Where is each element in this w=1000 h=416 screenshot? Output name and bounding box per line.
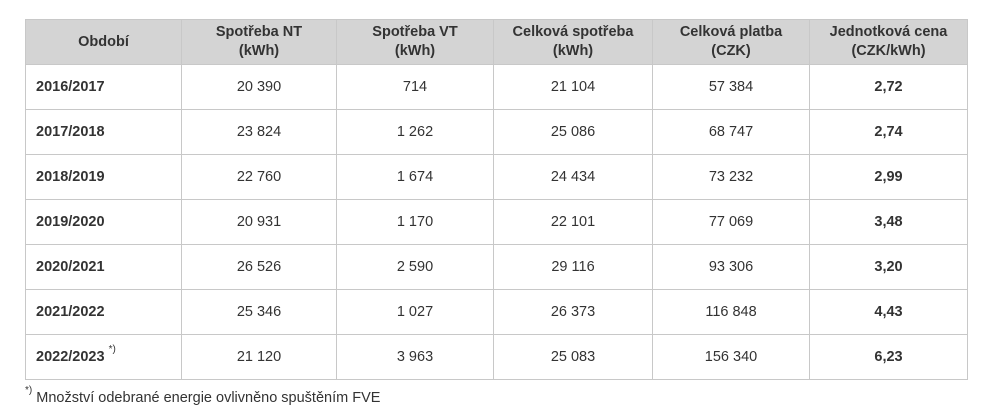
header-nt-consumption: Spotřeba NT (kWh) <box>181 19 337 65</box>
cell-vt: 3 963 <box>336 334 494 380</box>
cell-period: 2019/2020 <box>25 199 182 245</box>
period-label: 2016/2017 <box>36 78 105 95</box>
table-row: 2020/2021 26 526 2 590 29 116 93 306 3,2… <box>25 244 968 290</box>
cell-payment: 57 384 <box>652 64 810 110</box>
header-unit: (CZK) <box>711 43 751 59</box>
cell-price: 3,48 <box>809 199 968 245</box>
header-title: Období <box>78 33 129 50</box>
cell-payment: 93 306 <box>652 244 810 290</box>
table-row: 2018/2019 22 760 1 674 24 434 73 232 2,9… <box>25 154 968 200</box>
cell-price: 6,23 <box>809 334 968 380</box>
period-label: 2019/2020 <box>36 213 105 230</box>
footnote: *) Množství odebrané energie ovlivněno s… <box>25 386 381 406</box>
cell-total: 26 373 <box>493 289 653 335</box>
table-row: 2017/2018 23 824 1 262 25 086 68 747 2,7… <box>25 109 968 155</box>
cell-total: 25 086 <box>493 109 653 155</box>
cell-price: 2,72 <box>809 64 968 110</box>
footnote-marker: *) <box>25 385 33 397</box>
cell-period: 2017/2018 <box>25 109 182 155</box>
header-title: Spotřeba VT <box>372 24 458 40</box>
cell-total: 22 101 <box>493 199 653 245</box>
header-total-consumption: Celková spotřeba (kWh) <box>493 19 653 65</box>
header-unit: (CZK/kWh) <box>851 43 926 59</box>
cell-period: 2018/2019 <box>25 154 182 200</box>
header-unit: (kWh) <box>394 43 436 59</box>
cell-price: 2,99 <box>809 154 968 200</box>
cell-nt: 23 824 <box>181 109 337 155</box>
header-period: Období <box>25 19 182 65</box>
header-title: Spotřeba NT <box>215 24 303 40</box>
cell-vt: 1 027 <box>336 289 494 335</box>
cell-period: 2016/2017 <box>25 64 182 110</box>
header-title: Celková platba <box>679 24 783 40</box>
cell-vt: 1 262 <box>336 109 494 155</box>
cell-vt: 1 170 <box>336 199 494 245</box>
cell-price: 3,20 <box>809 244 968 290</box>
period-label: 2020/2021 <box>36 258 105 275</box>
cell-nt: 20 390 <box>181 64 337 110</box>
header-title: Jednotková cena <box>829 24 948 40</box>
cell-total: 24 434 <box>493 154 653 200</box>
cell-period: 2020/2021 <box>25 244 182 290</box>
header-vt-consumption: Spotřeba VT (kWh) <box>336 19 494 65</box>
table-row: 2021/2022 25 346 1 027 26 373 116 848 4,… <box>25 289 968 335</box>
footnote-text: Množství odebrané energie ovlivněno spuš… <box>32 390 381 406</box>
cell-price: 2,74 <box>809 109 968 155</box>
cell-period: 2021/2022 <box>25 289 182 335</box>
energy-consumption-table-container: Období Spotřeba NT (kWh) Spotřeba VT (kW… <box>25 19 968 380</box>
cell-total: 21 104 <box>493 64 653 110</box>
header-title: Celková spotřeba <box>512 24 634 40</box>
cell-nt: 20 931 <box>181 199 337 245</box>
cell-total: 29 116 <box>493 244 653 290</box>
period-label: 2017/2018 <box>36 123 105 140</box>
cell-nt: 22 760 <box>181 154 337 200</box>
cell-payment: 73 232 <box>652 154 810 200</box>
cell-price: 4,43 <box>809 289 968 335</box>
header-unit: (kWh) <box>552 43 594 59</box>
cell-payment: 156 340 <box>652 334 810 380</box>
table-row: 2019/2020 20 931 1 170 22 101 77 069 3,4… <box>25 199 968 245</box>
cell-period: 2022/2023 *) <box>25 334 182 380</box>
header-unit: (kWh) <box>238 43 280 59</box>
footnote-marker: *) <box>108 343 116 355</box>
cell-payment: 116 848 <box>652 289 810 335</box>
period-label: 2018/2019 <box>36 168 105 185</box>
energy-consumption-table: Období Spotřeba NT (kWh) Spotřeba VT (kW… <box>25 19 968 380</box>
period-label: 2021/2022 <box>36 303 105 320</box>
table-row: 2016/2017 20 390 714 21 104 57 384 2,72 <box>25 64 968 110</box>
cell-payment: 77 069 <box>652 199 810 245</box>
period-label: 2022/2023 <box>36 348 105 365</box>
cell-total: 25 083 <box>493 334 653 380</box>
cell-vt: 1 674 <box>336 154 494 200</box>
header-unit-price: Jednotková cena (CZK/kWh) <box>809 19 968 65</box>
table-header-row: Období Spotřeba NT (kWh) Spotřeba VT (kW… <box>25 19 968 65</box>
header-total-payment: Celková platba (CZK) <box>652 19 810 65</box>
cell-vt: 714 <box>336 64 494 110</box>
table-row: 2022/2023 *) 21 120 3 963 25 083 156 340… <box>25 334 968 380</box>
cell-payment: 68 747 <box>652 109 810 155</box>
cell-nt: 25 346 <box>181 289 337 335</box>
cell-nt: 26 526 <box>181 244 337 290</box>
cell-nt: 21 120 <box>181 334 337 380</box>
cell-vt: 2 590 <box>336 244 494 290</box>
